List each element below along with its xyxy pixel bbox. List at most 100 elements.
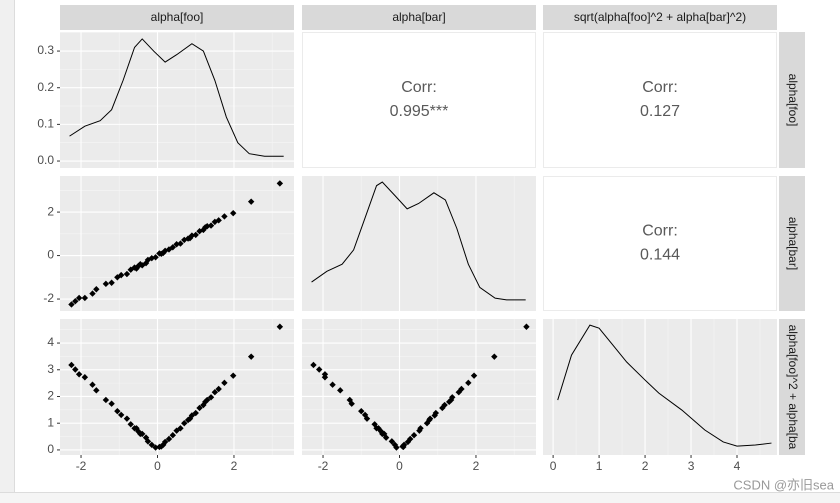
x-tick-label: -2 — [76, 459, 87, 473]
x-tick-label: 2 — [473, 459, 480, 473]
point — [173, 241, 180, 248]
row-strip-label: alpha[bar] — [786, 217, 800, 270]
x-tick-label: 4 — [734, 459, 741, 473]
point — [123, 415, 131, 422]
point — [329, 381, 336, 388]
y-tick-label: 0 — [47, 248, 54, 262]
point — [123, 270, 131, 278]
point — [196, 228, 203, 235]
point — [276, 180, 284, 187]
point — [93, 286, 100, 293]
y-tick-label: 2 — [47, 389, 54, 403]
point — [491, 353, 498, 360]
correlation-value: 0.144 — [640, 247, 680, 264]
column-strip — [302, 5, 536, 30]
x-tick-label: 0 — [396, 459, 403, 473]
point — [202, 224, 209, 231]
point — [381, 430, 388, 438]
point — [131, 425, 138, 432]
bottom-border — [0, 492, 840, 503]
y-tick-label: 3 — [47, 362, 54, 376]
y-tick-label: 0.3 — [37, 43, 54, 57]
correlation-panel — [543, 176, 777, 311]
point — [181, 420, 188, 427]
row-strip — [779, 319, 805, 455]
point — [215, 385, 222, 393]
point — [321, 371, 329, 378]
point — [221, 379, 228, 387]
correlation-panel — [543, 32, 777, 168]
point — [135, 262, 142, 270]
x-tick-label: -2 — [318, 459, 329, 473]
correlation-panel — [302, 32, 536, 168]
point — [152, 444, 159, 451]
x-tick-label: 3 — [688, 459, 695, 473]
point — [431, 412, 438, 419]
correlation-value: 0.127 — [640, 103, 680, 120]
point — [426, 415, 434, 422]
point — [470, 372, 478, 379]
point — [160, 249, 167, 257]
point — [75, 294, 83, 302]
x-tick-label: 0 — [550, 459, 557, 473]
correlation-label: Corr: — [642, 223, 678, 240]
point — [72, 298, 79, 305]
panel-background — [543, 319, 777, 455]
point — [137, 261, 144, 268]
column-strip-label: alpha[bar] — [392, 10, 445, 24]
point — [102, 396, 110, 404]
point — [361, 411, 369, 419]
point — [207, 222, 215, 229]
y-tick-label: 0.2 — [37, 80, 54, 94]
point — [156, 250, 163, 257]
column-strip-label: sqrt(alpha[foo]^2 + alpha[bar]^2) — [574, 10, 746, 24]
column-strip — [60, 5, 294, 30]
point — [181, 236, 188, 244]
point — [346, 396, 353, 404]
row-strip — [779, 176, 805, 311]
point — [423, 420, 431, 427]
point — [72, 366, 79, 373]
watermark: CSDN @亦旧sea — [733, 477, 834, 492]
point — [114, 407, 121, 415]
point — [186, 234, 194, 242]
row-strip-label: alpha[foo]^2 + alpha[ba — [786, 325, 800, 450]
point — [400, 441, 408, 449]
point — [200, 401, 207, 409]
point — [81, 294, 89, 302]
panel-background — [302, 319, 536, 455]
point — [230, 372, 237, 379]
point — [455, 389, 462, 396]
point — [247, 198, 255, 205]
point — [391, 441, 399, 449]
point — [127, 421, 134, 428]
y-tick-label: 0.0 — [37, 153, 54, 167]
density-line — [69, 38, 284, 157]
point — [68, 361, 75, 369]
point — [202, 398, 209, 406]
point — [230, 209, 237, 217]
point — [148, 441, 155, 449]
point — [388, 438, 396, 445]
correlation-label: Corr: — [401, 79, 437, 96]
point — [160, 441, 167, 449]
point — [276, 323, 284, 330]
point — [523, 323, 530, 330]
point — [196, 404, 203, 412]
point — [117, 411, 125, 419]
point — [375, 425, 382, 432]
point — [247, 353, 255, 360]
x-tick-label: 2 — [231, 459, 238, 473]
panel-background — [60, 319, 294, 455]
point — [337, 387, 344, 394]
point — [207, 394, 215, 401]
point — [89, 290, 96, 297]
point — [75, 371, 83, 378]
y-tick-label: 4 — [47, 335, 54, 349]
y-tick-label: 1 — [47, 415, 54, 429]
point — [137, 430, 144, 438]
point — [81, 374, 89, 381]
point — [310, 361, 317, 369]
